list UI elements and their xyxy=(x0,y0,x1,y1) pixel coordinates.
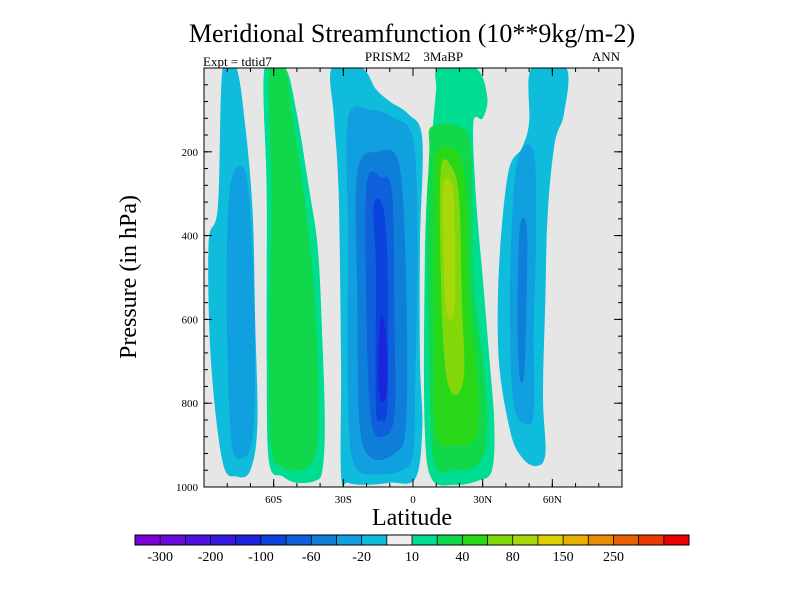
subtitle-model: PRISM2 3MaBP xyxy=(365,49,463,64)
subtitle-season: ANN xyxy=(592,49,621,64)
colorbar-swatch-16 xyxy=(512,535,539,545)
colorbar-swatch-14 xyxy=(462,535,488,545)
colorbar-swatch-19 xyxy=(588,535,614,545)
y-axis-label: Pressure (in hPa) xyxy=(116,195,142,359)
colorbar-label: -200 xyxy=(198,550,224,565)
colorbar-swatch-7 xyxy=(286,535,312,545)
x-tick-label: 30S xyxy=(335,494,352,506)
colorbar-swatch-15 xyxy=(487,535,514,545)
colorbar-swatch-9 xyxy=(336,535,362,545)
colorbar-swatch-22 xyxy=(663,535,690,545)
colorbar-label: -60 xyxy=(302,550,321,565)
colorbar-label: 250 xyxy=(603,550,624,565)
contour-region-4: southern Ferrel core (20 to 40) xyxy=(268,68,319,472)
contour-region-10: southern Hadley core (-100 to -150) xyxy=(378,316,388,403)
colorbar-swatch-17 xyxy=(537,535,564,545)
colorbar-swatch-5 xyxy=(235,535,262,545)
colorbar-swatch-4 xyxy=(210,535,237,545)
colorbar-swatch-1 xyxy=(135,535,161,545)
colorbar-swatch-3 xyxy=(185,535,211,545)
y-tick-label: 800 xyxy=(182,398,199,410)
colorbar-swatch-18 xyxy=(563,535,589,545)
colorbar-swatch-20 xyxy=(613,535,639,545)
colorbar-swatch-21 xyxy=(638,535,665,545)
colorbar-label: 80 xyxy=(506,550,520,565)
contour-region-2: southern high-latitude core (-20 to -40) xyxy=(226,165,256,460)
colorbar-label: 10 xyxy=(405,550,419,565)
colorbar: -300 -200 -100 -60 -20 10 40 80 150 250 xyxy=(134,534,690,565)
x-tick-label: 60N xyxy=(543,494,562,506)
colorbar-swatch-13 xyxy=(437,535,463,545)
x-axis-label: Latitude xyxy=(372,505,452,531)
y-tick-label: 1000 xyxy=(176,482,199,494)
colorbar-swatch-10 xyxy=(361,535,388,545)
y-tick-label: 400 xyxy=(182,231,199,243)
colorbar-label: 40 xyxy=(455,550,469,565)
subtitle-experiment: Expt = tdtid7 xyxy=(203,54,272,69)
colorbar-swatch-11 xyxy=(386,535,413,545)
contour-region-15: northern Hadley core (80 to 100) xyxy=(442,178,456,320)
y-tick-label: 600 xyxy=(182,314,199,326)
colorbar-frame xyxy=(134,534,690,546)
x-tick-label: 0 xyxy=(410,494,416,506)
colorbar-label: -20 xyxy=(352,550,371,565)
colorbar-swatch-2 xyxy=(160,535,186,545)
x-tick-label: 30N xyxy=(473,494,492,506)
y-tick-label: 200 xyxy=(182,147,199,159)
axes: 60S 30S 0 30N 60N 200 400 600 800 1000 xyxy=(176,68,622,506)
colorbar-swatch-12 xyxy=(412,535,438,545)
colorbar-label: -300 xyxy=(147,550,173,565)
colorbar-label: 150 xyxy=(553,550,574,565)
colorbar-label: -100 xyxy=(248,550,274,565)
colorbar-swatch-6 xyxy=(260,535,287,545)
colorbar-swatch-8 xyxy=(311,535,337,545)
plot-frame xyxy=(203,67,623,488)
x-tick-label: 60S xyxy=(265,494,282,506)
contour-region-18: northern Ferrel inner (-40 to -60) xyxy=(517,217,528,384)
contour-fill-layer: southern high-latitude cell (-10 to -20)… xyxy=(208,68,569,486)
chart-title: Meridional Streamfunction (10**9kg/m-2) xyxy=(189,19,635,48)
